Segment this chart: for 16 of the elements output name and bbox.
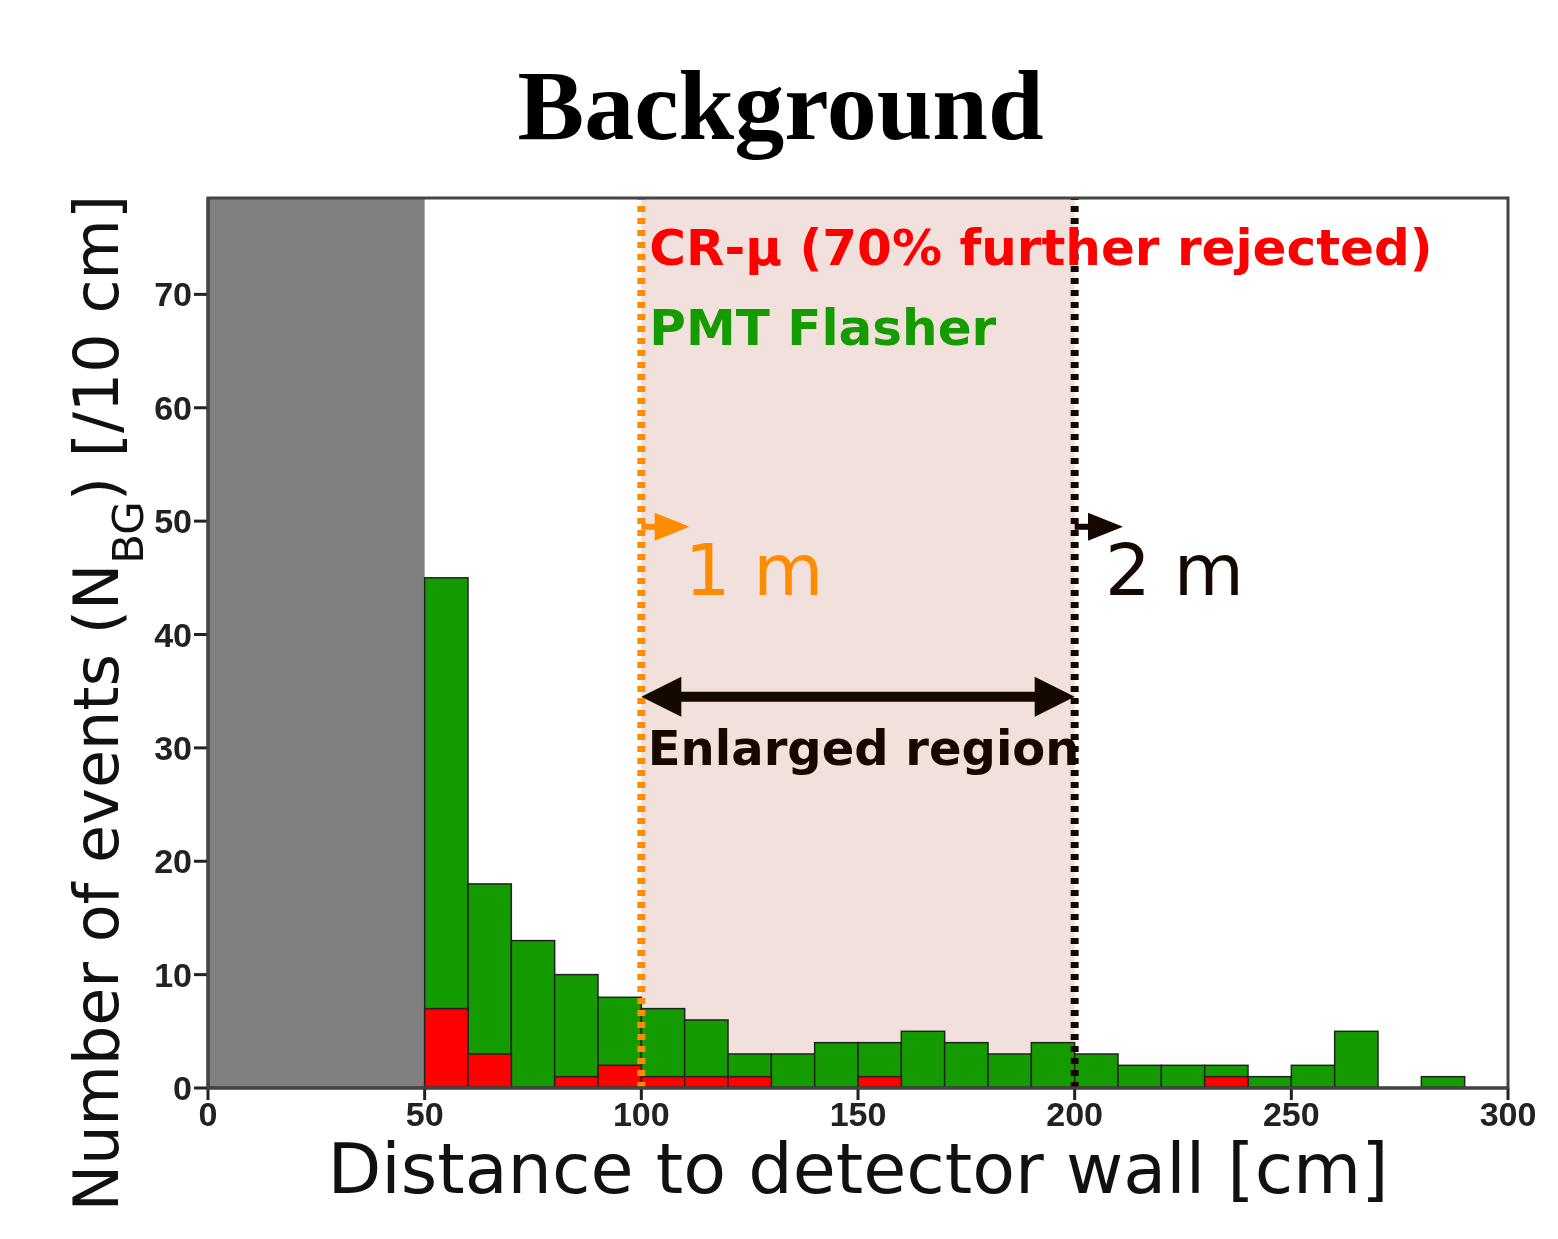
x-tick-label: 300 [1479, 1095, 1537, 1134]
annotation: 1 m [684, 527, 824, 612]
y-tick-label: 60 [154, 388, 192, 427]
y-tick-label: 30 [154, 728, 192, 767]
text: PMT Flasher [649, 298, 998, 359]
y-tick-label: 10 [154, 955, 192, 994]
y-tick-label: 50 [154, 502, 192, 541]
x-tick-label: 0 [198, 1095, 218, 1134]
y-tick-label: 70 [154, 275, 192, 314]
y-tick-label: 40 [154, 615, 192, 654]
chart-title: Background [516, 49, 1045, 163]
annotation: 2 m [1105, 527, 1244, 612]
y-tick-label: 0 [173, 1069, 192, 1108]
y-tick-label: 20 [154, 842, 192, 881]
annotation: Enlarged region [647, 719, 1080, 776]
text: CR-μ (70% further rejected) [649, 218, 1433, 279]
